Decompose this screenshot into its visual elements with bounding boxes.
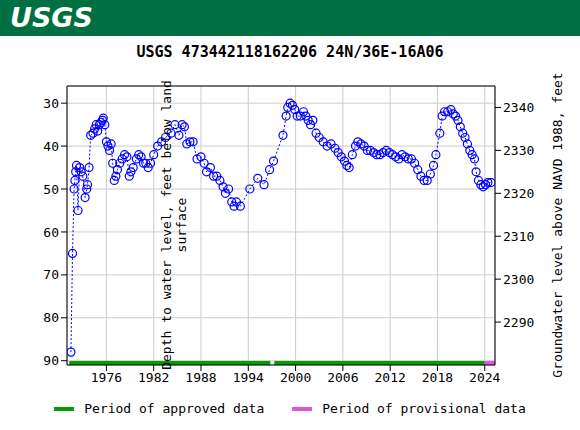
svg-text:40: 40 xyxy=(43,139,59,154)
svg-text:2310: 2310 xyxy=(503,229,534,244)
svg-text:80: 80 xyxy=(43,310,59,325)
svg-text:2330: 2330 xyxy=(503,143,534,158)
svg-text:70: 70 xyxy=(43,267,59,282)
svg-text:1994: 1994 xyxy=(233,370,264,385)
svg-text:2018: 2018 xyxy=(422,370,453,385)
svg-text:1988: 1988 xyxy=(185,370,216,385)
svg-text:1982: 1982 xyxy=(138,370,169,385)
svg-text:2300: 2300 xyxy=(503,272,534,287)
html-text:Depth to water level, feet bel: Depth to water level, feet below land su… xyxy=(159,80,189,370)
svg-text:60: 60 xyxy=(43,225,59,240)
svg-text:2320: 2320 xyxy=(503,186,534,201)
html-text:Period of provisional data: Period of provisional data xyxy=(322,401,526,416)
svg-text:50: 50 xyxy=(43,182,59,197)
svg-text:90: 90 xyxy=(43,353,59,368)
svg-text:30: 30 xyxy=(43,96,59,111)
html-text:USGS 473442118162206 24N/36E-1: USGS 473442118162206 24N/36E-16A06 xyxy=(136,43,444,61)
svg-text:2000: 2000 xyxy=(280,370,311,385)
svg-text:2006: 2006 xyxy=(327,370,358,385)
html-text:Groundwater level above NAVD 1: Groundwater level above NAVD 1988, feet xyxy=(550,72,565,378)
html-text:USGS: USGS xyxy=(10,2,93,33)
svg-text:2012: 2012 xyxy=(375,370,406,385)
svg-text:2024: 2024 xyxy=(469,370,500,385)
svg-text:2340: 2340 xyxy=(503,100,534,115)
svg-text:1976: 1976 xyxy=(91,370,122,385)
svg-text:2290: 2290 xyxy=(503,315,534,330)
html-text:Period of approved data: Period of approved data xyxy=(84,401,265,416)
